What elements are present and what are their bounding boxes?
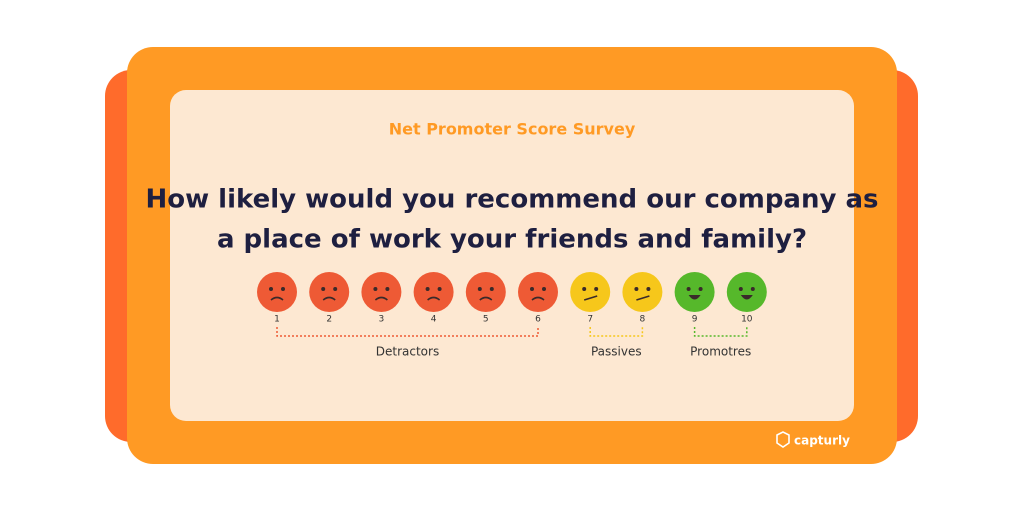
eye bbox=[477, 287, 482, 291]
group-bracket bbox=[693, 327, 748, 337]
face-circle bbox=[518, 272, 558, 312]
question-line: a place of work your friends and family? bbox=[217, 225, 807, 255]
eye bbox=[750, 287, 755, 291]
eye bbox=[321, 287, 326, 291]
eye bbox=[373, 287, 378, 291]
face-circle bbox=[465, 272, 506, 312]
face-circle bbox=[413, 272, 454, 312]
score-number: 2 bbox=[326, 315, 332, 325]
eye bbox=[530, 287, 534, 291]
mouth bbox=[322, 296, 336, 301]
score-number: 9 bbox=[692, 315, 698, 325]
score-number: 6 bbox=[535, 315, 541, 325]
face bbox=[674, 272, 715, 312]
eye bbox=[437, 287, 442, 291]
eye bbox=[634, 287, 639, 291]
eye bbox=[425, 287, 430, 291]
subtitle: Net Promoter Score Survey bbox=[389, 120, 636, 139]
mouth bbox=[636, 295, 650, 301]
face-circle bbox=[622, 272, 663, 312]
group-bracket bbox=[276, 327, 539, 337]
face bbox=[726, 272, 767, 312]
inner-card bbox=[170, 90, 854, 421]
face bbox=[309, 272, 350, 312]
face-circle bbox=[674, 272, 715, 312]
face-circle bbox=[726, 272, 767, 312]
group-bracket bbox=[589, 327, 644, 337]
face bbox=[622, 272, 663, 312]
face bbox=[413, 272, 454, 312]
group-label: Promotres bbox=[690, 345, 751, 359]
group-label: Passives bbox=[591, 345, 642, 359]
mouth bbox=[688, 295, 701, 300]
mouth bbox=[583, 295, 598, 301]
mouth bbox=[740, 295, 753, 300]
face-circle bbox=[570, 272, 611, 312]
face bbox=[257, 272, 297, 312]
face bbox=[570, 272, 611, 312]
face-circle bbox=[361, 272, 402, 312]
brand: capturly bbox=[794, 434, 850, 448]
score-number: 10 bbox=[741, 315, 753, 325]
eye bbox=[582, 287, 587, 291]
score-number: 4 bbox=[431, 315, 437, 325]
eye bbox=[698, 287, 703, 291]
score-number: 5 bbox=[483, 315, 489, 325]
eye bbox=[281, 287, 285, 291]
score-number: 8 bbox=[640, 315, 646, 325]
face bbox=[518, 272, 558, 312]
eye bbox=[686, 287, 691, 291]
mouth bbox=[427, 296, 441, 301]
face bbox=[361, 272, 402, 312]
face-circle bbox=[309, 272, 350, 312]
group-label: Detractors bbox=[376, 345, 439, 359]
brand-logo bbox=[776, 431, 790, 448]
mouth bbox=[531, 296, 545, 301]
eye bbox=[738, 287, 743, 291]
eye bbox=[489, 287, 494, 291]
face-circle bbox=[257, 272, 297, 312]
eye bbox=[542, 287, 546, 291]
eye bbox=[333, 287, 338, 291]
score-number: 3 bbox=[379, 315, 385, 325]
mouth bbox=[270, 296, 284, 301]
eye bbox=[385, 287, 390, 291]
score-number: 1 bbox=[274, 315, 280, 325]
eye bbox=[269, 287, 273, 291]
mouth bbox=[374, 296, 388, 301]
face bbox=[465, 272, 506, 312]
eye bbox=[594, 287, 599, 291]
question-line: How likely would you recommend our compa… bbox=[145, 185, 878, 215]
mouth bbox=[479, 296, 493, 301]
score-number: 7 bbox=[587, 315, 593, 325]
eye bbox=[646, 287, 651, 291]
